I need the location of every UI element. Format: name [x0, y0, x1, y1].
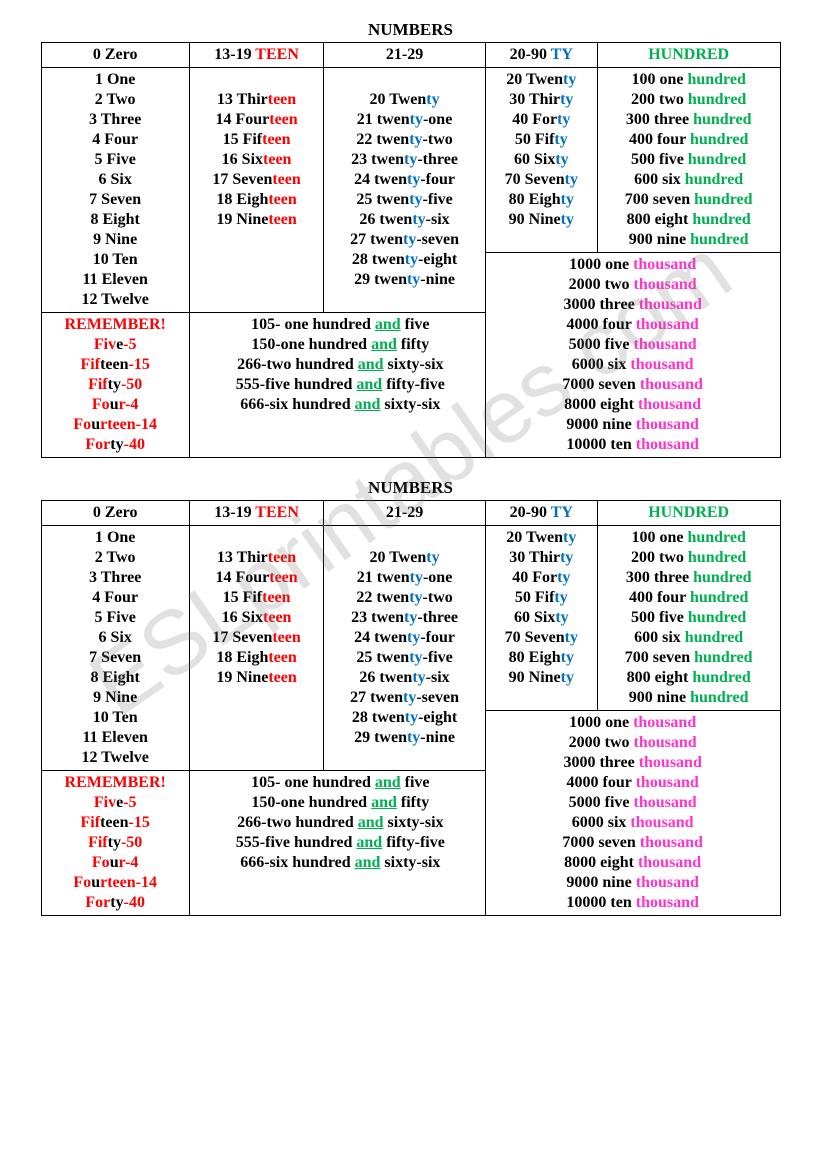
- twenties-cell: 20 Twenty21 twenty-one22 twenty-two23 tw…: [324, 68, 486, 313]
- tens-cell: 20 Twenty30 Thirty40 Forty50 Fifty60 Six…: [485, 526, 597, 711]
- teens-cell: 13 Thirteen14 Fourteen15 Fifteen16 Sixte…: [189, 68, 323, 313]
- teen-header: 13-19 TEEN: [189, 43, 323, 68]
- teen-header: 13-19 TEEN: [189, 501, 323, 526]
- numbers-table: 0 Zero13-19 TEEN21-2920-90 TYHUNDRED 1 On…: [41, 42, 781, 458]
- ty-header: 20-90 TY: [485, 43, 597, 68]
- examples-cell: 105- one hundred and five150-one hundred…: [189, 313, 485, 458]
- thousands-cell: 1000 one thousand2000 two thousand3000 t…: [485, 711, 780, 916]
- hundred-header: HUNDRED: [597, 501, 780, 526]
- numbers-table: 0 Zero13-19 TEEN21-2920-90 TYHUNDRED 1 On…: [41, 500, 781, 916]
- basics-cell: 1 One2 Two3 Three4 Four5 Five6 Six7 Seve…: [41, 526, 189, 771]
- hundreds-cell: 100 one hundred200 two hundred300 three …: [597, 526, 780, 711]
- hundreds-cell: 100 one hundred200 two hundred300 three …: [597, 68, 780, 253]
- tens-cell: 20 Twenty30 Thirty40 Forty50 Fifty60 Six…: [485, 68, 597, 253]
- table-title: NUMBERS: [20, 20, 801, 40]
- remember-cell: REMEMBER!Five-5Fifteen-15Fifty-50Four-4F…: [41, 771, 189, 916]
- twenties-header: 21-29: [324, 501, 486, 526]
- hundred-header: HUNDRED: [597, 43, 780, 68]
- table-title: NUMBERS: [20, 478, 801, 498]
- basics-header: 0 Zero: [41, 43, 189, 68]
- twenties-header: 21-29: [324, 43, 486, 68]
- teens-cell: 13 Thirteen14 Fourteen15 Fifteen16 Sixte…: [189, 526, 323, 771]
- basics-cell: 1 One2 Two3 Three4 Four5 Five6 Six7 Seve…: [41, 68, 189, 313]
- thousands-cell: 1000 one thousand2000 two thousand3000 t…: [485, 253, 780, 458]
- twenties-cell: 20 Twenty21 twenty-one22 twenty-two23 tw…: [324, 526, 486, 771]
- remember-cell: REMEMBER!Five-5Fifteen-15Fifty-50Four-4F…: [41, 313, 189, 458]
- examples-cell: 105- one hundred and five150-one hundred…: [189, 771, 485, 916]
- basics-header: 0 Zero: [41, 501, 189, 526]
- ty-header: 20-90 TY: [485, 501, 597, 526]
